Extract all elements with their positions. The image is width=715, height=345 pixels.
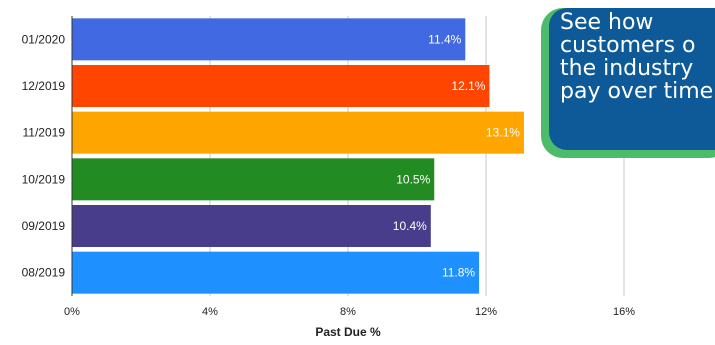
x-tick-label: 8% <box>340 306 356 318</box>
bar <box>72 112 524 154</box>
bar-value-label: 10.5% <box>396 172 430 186</box>
callout-panel: See how customers o the industry pay ove… <box>549 8 715 150</box>
bar-value-label: 13.1% <box>486 126 520 140</box>
x-tick-label: 0% <box>64 306 80 318</box>
bar-value-label: 11.4% <box>428 32 461 46</box>
y-tick-label: 12/2019 <box>22 79 66 93</box>
y-tick-label: 09/2019 <box>22 219 66 233</box>
y-tick-label: 08/2019 <box>22 266 66 280</box>
x-tick-label: 16% <box>613 306 635 318</box>
bar <box>72 65 489 107</box>
bar <box>72 252 479 294</box>
bar-value-label: 10.4% <box>393 219 427 233</box>
bar-value-label: 12.1% <box>451 79 485 93</box>
y-tick-label: 11/2019 <box>23 126 66 140</box>
callout-text: See how customers o the industry pay ove… <box>560 11 715 103</box>
y-tick-label: 01/2020 <box>22 32 66 46</box>
bar <box>72 205 431 247</box>
callout-box: See how customers o the industry pay ove… <box>541 8 715 158</box>
bar-value-label: 11.8% <box>442 266 475 280</box>
bar <box>72 158 434 200</box>
y-tick-label: 10/2019 <box>22 172 66 186</box>
x-tick-label: 12% <box>475 306 497 318</box>
bar <box>72 18 465 60</box>
x-axis-title: Past Due % <box>315 325 381 339</box>
x-tick-label: 4% <box>202 306 218 318</box>
